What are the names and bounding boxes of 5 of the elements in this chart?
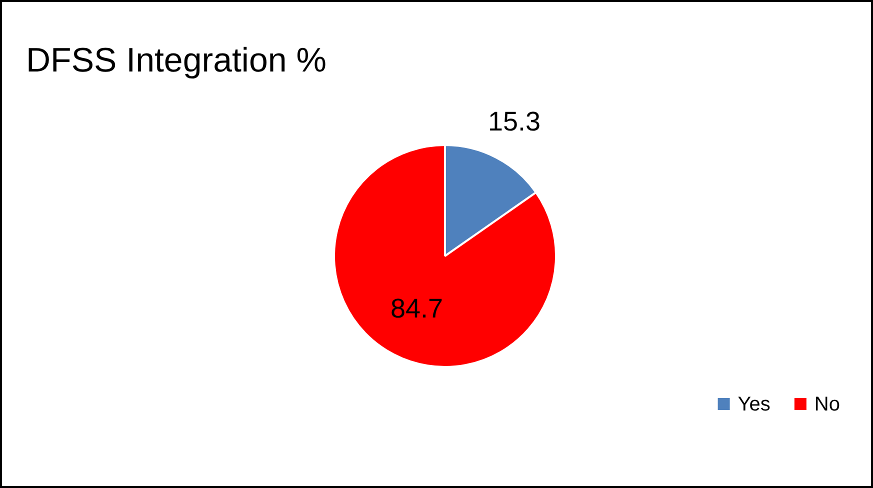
data-label: 15.3 — [488, 106, 541, 137]
legend-label: Yes — [738, 394, 770, 416]
data-label: 84.7 — [390, 294, 444, 324]
chart-title: DFSS Integration % — [26, 41, 326, 80]
legend-label: No — [814, 394, 840, 416]
